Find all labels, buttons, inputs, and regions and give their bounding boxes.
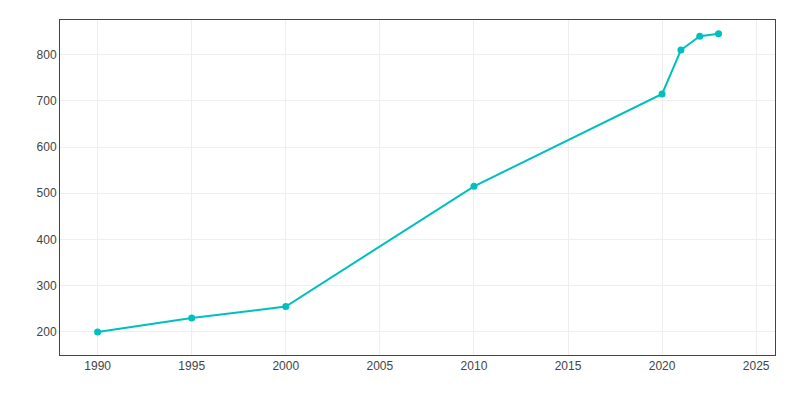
svg-text:2025: 2025: [743, 359, 770, 373]
svg-text:700: 700: [37, 94, 57, 108]
svg-text:200: 200: [37, 325, 57, 339]
svg-text:2010: 2010: [461, 359, 488, 373]
svg-text:2015: 2015: [555, 359, 582, 373]
svg-text:2020: 2020: [649, 359, 676, 373]
svg-text:300: 300: [37, 279, 57, 293]
svg-text:1995: 1995: [178, 359, 205, 373]
svg-text:2000: 2000: [272, 359, 299, 373]
svg-text:2005: 2005: [367, 359, 394, 373]
svg-text:1990: 1990: [84, 359, 111, 373]
svg-text:600: 600: [37, 140, 57, 154]
svg-text:400: 400: [37, 233, 57, 247]
svg-text:800: 800: [37, 48, 57, 62]
svg-text:500: 500: [37, 186, 57, 200]
